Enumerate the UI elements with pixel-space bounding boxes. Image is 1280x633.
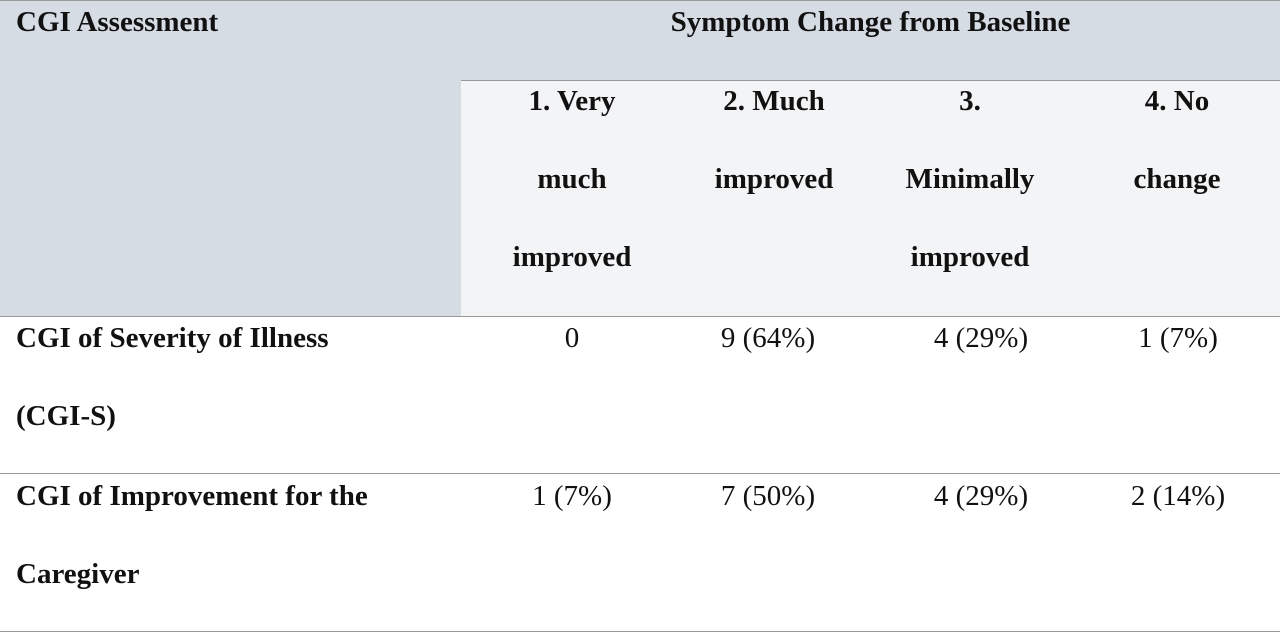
header-bottom-rule [0, 316, 1280, 317]
table-cell: 4 (29%) [933, 322, 1029, 354]
row-label-cgi-s: CGI of Severity of Illness (CGI-S) [16, 299, 456, 455]
column-header-line: improved [512, 241, 632, 273]
column-header-much-improved: 2. Much improved [674, 62, 874, 218]
column-header-line: Minimally [905, 163, 1035, 195]
column-header-no-change: 4. No change [1077, 62, 1277, 218]
column-header-line: much [537, 163, 607, 195]
row-label-line: (CGI-S) [16, 400, 116, 432]
column-header-minimally-improved: 3. Minimally improved [870, 62, 1070, 296]
column-header-line: 4. No [1144, 85, 1210, 117]
table-cell: 7 (50%) [720, 480, 816, 512]
header-left-fill [0, 80, 461, 316]
row-separator-rule [0, 473, 1280, 474]
column-header-line: 3. [959, 85, 981, 117]
column-header-line: change [1133, 163, 1221, 195]
table-cell: 2 (14%) [1130, 480, 1226, 512]
span-header: Symptom Change from Baseline [670, 6, 1071, 38]
column-header-line: improved [910, 241, 1030, 273]
column-header-line: 2. Much [723, 85, 825, 117]
subheader-band [461, 80, 1280, 317]
column-header-line: 1. Very [528, 85, 616, 117]
table-cell: 0 [564, 322, 580, 354]
corner-header: CGI Assessment [16, 6, 219, 38]
row-label-line: CGI of Severity of Illness [16, 322, 329, 354]
column-header-very-much-improved: 1. Very much improved [472, 62, 672, 296]
table-cell: 9 (64%) [720, 322, 816, 354]
row-label-line: CGI of Improvement for the [16, 480, 368, 512]
row-label-cgi-improvement: CGI of Improvement for the Caregiver [16, 457, 456, 613]
table-bottom-rule [0, 631, 1280, 632]
table-cell: 1 (7%) [532, 480, 612, 512]
column-header-line: improved [714, 163, 834, 195]
header-band [0, 0, 1280, 81]
table-cell: 4 (29%) [933, 480, 1029, 512]
table-cell: 1 (7%) [1138, 322, 1218, 354]
row-label-line: Caregiver [16, 558, 140, 590]
